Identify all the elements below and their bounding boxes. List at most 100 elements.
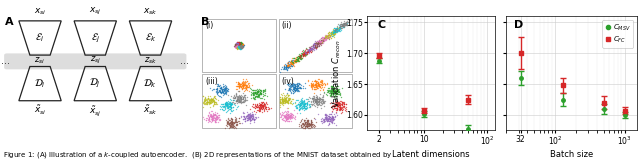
Point: [323, 36, 333, 38]
Point: [298, 107, 308, 109]
Point: [236, 99, 246, 101]
Point: [255, 106, 266, 109]
Point: [291, 87, 301, 89]
Point: [235, 85, 245, 87]
Point: [317, 36, 328, 38]
Point: [232, 44, 243, 46]
Point: [235, 45, 245, 48]
Point: [230, 44, 241, 46]
Point: [328, 119, 338, 121]
Point: [324, 35, 335, 38]
Point: [339, 24, 349, 27]
Point: [296, 99, 307, 101]
Point: [336, 108, 346, 110]
Point: [308, 44, 319, 46]
Point: [215, 91, 225, 94]
Point: [285, 65, 296, 67]
Point: [236, 46, 246, 49]
Point: [216, 86, 227, 89]
Point: [326, 106, 337, 108]
Point: [232, 42, 242, 44]
Point: [304, 103, 314, 106]
Point: [225, 126, 236, 128]
Point: [235, 46, 245, 48]
Point: [263, 105, 273, 108]
Point: [303, 120, 314, 123]
Point: [232, 84, 243, 87]
Point: [244, 115, 255, 118]
Point: [290, 85, 300, 88]
Point: [317, 103, 327, 105]
Point: [259, 91, 269, 94]
Point: [303, 48, 314, 51]
Point: [303, 121, 313, 124]
Point: [307, 86, 317, 89]
Point: [305, 105, 316, 108]
Point: [237, 42, 247, 44]
Point: [234, 42, 244, 45]
Point: [232, 44, 242, 47]
Point: [337, 103, 347, 106]
Point: [244, 114, 255, 117]
Point: [259, 93, 269, 96]
Point: [231, 44, 241, 47]
Point: [227, 101, 237, 104]
Point: [344, 21, 354, 23]
Point: [237, 84, 248, 86]
Point: [343, 20, 353, 23]
Point: [330, 31, 340, 34]
Point: [230, 45, 241, 47]
Point: [237, 45, 247, 48]
Point: [238, 45, 248, 48]
Point: [329, 106, 339, 108]
Point: [250, 90, 260, 93]
Point: [228, 121, 239, 124]
Point: [213, 121, 223, 124]
Point: [305, 121, 316, 124]
Point: [317, 97, 328, 100]
Point: [237, 96, 248, 99]
Point: [329, 107, 339, 110]
Point: [256, 92, 266, 95]
Point: [311, 47, 321, 49]
Point: [327, 118, 337, 121]
Point: [285, 65, 296, 68]
Point: [236, 95, 246, 98]
Point: [332, 28, 342, 31]
Point: [236, 43, 246, 46]
Point: [332, 93, 342, 95]
Point: [259, 103, 269, 105]
Text: B: B: [201, 17, 209, 27]
Point: [337, 101, 347, 104]
Point: [239, 84, 249, 86]
Point: [287, 83, 298, 86]
Point: [212, 87, 222, 90]
Point: [250, 117, 260, 120]
Point: [338, 24, 348, 27]
Point: [279, 97, 289, 99]
Point: [338, 25, 348, 28]
Point: [232, 46, 242, 48]
Point: [323, 34, 333, 37]
Point: [234, 101, 244, 103]
Point: [209, 116, 220, 119]
Point: [249, 97, 259, 99]
Point: [276, 93, 287, 96]
Point: [304, 50, 314, 52]
Point: [207, 115, 218, 117]
Point: [284, 113, 294, 116]
Point: [234, 85, 244, 88]
Point: [333, 106, 344, 108]
Point: [310, 98, 320, 101]
Point: [295, 100, 305, 102]
Point: [238, 97, 248, 99]
Point: [256, 89, 266, 92]
Point: [327, 118, 337, 120]
Point: [291, 105, 301, 108]
Point: [232, 96, 242, 99]
Point: [301, 108, 311, 110]
Point: [279, 102, 289, 104]
Point: [209, 102, 219, 104]
Point: [276, 110, 287, 113]
Point: [287, 116, 297, 119]
